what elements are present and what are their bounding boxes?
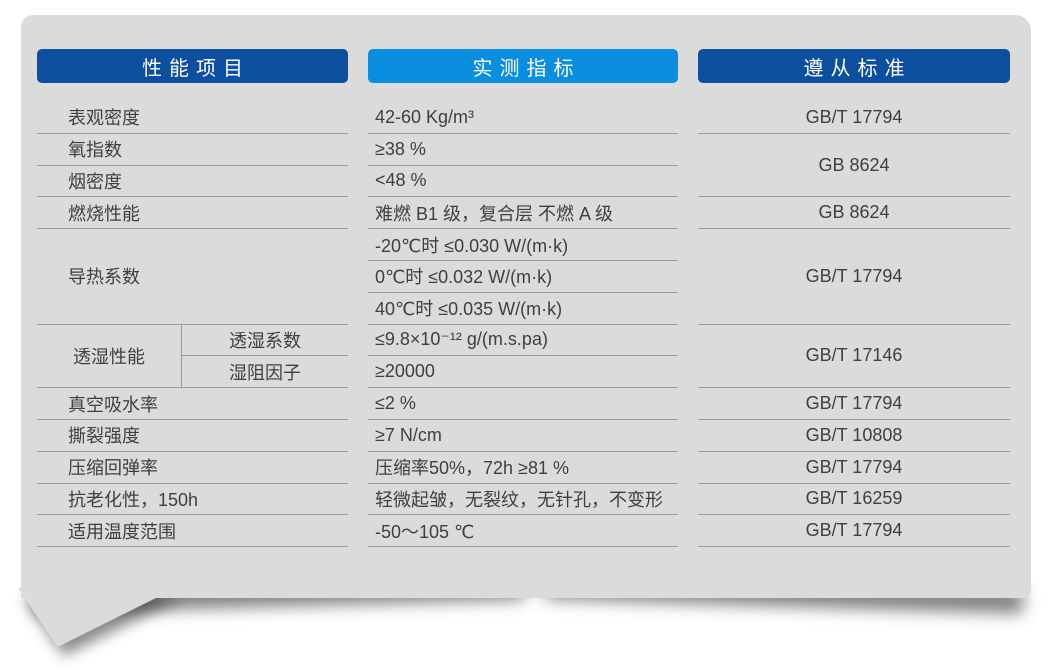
row-group-moisture-permeability: 透湿性能 透湿系数 湿阻因子	[37, 324, 348, 389]
row-value-vacuum-water-absorption: ≤2 %	[368, 388, 678, 420]
row-value-moisture-resistance-factor: ≥20000	[368, 356, 678, 389]
row-label-burning-performance: 燃烧性能	[37, 197, 348, 230]
row-label-moisture-coefficient: 透湿系数	[182, 325, 348, 356]
row-value-apparent-density: 42-60 Kg/m³	[368, 102, 678, 134]
standard-tear-strength: GB/T 10808	[698, 420, 1010, 452]
row-value-temperature-range: -50～105 ℃	[368, 515, 678, 548]
standards-column: GB/T 17794 GB 8624 GB 8624 GB/T 17794 GB…	[698, 102, 1010, 548]
standard-moisture-permeability: GB/T 17146	[698, 325, 1010, 389]
row-value-compression-rebound: 压缩率50%，72h ≥81 %	[368, 452, 678, 484]
row-label-smoke-density: 烟密度	[37, 166, 348, 198]
standard-thermal-conductivity: GB/T 17794	[698, 229, 1010, 325]
standard-aging-resistance: GB/T 16259	[698, 484, 1010, 516]
spec-table-card: 性能项目 实测指标 遵从标准 表观密度 氧指数 烟密度 燃烧性能 导热系数 透湿…	[21, 15, 1031, 598]
row-value-oxygen-index: ≥38 %	[368, 134, 678, 166]
row-value-aging-resistance: 轻微起皱，无裂纹，无针孔，不变形	[368, 484, 678, 516]
standard-burning-performance: GB 8624	[698, 197, 1010, 230]
standard-apparent-density: GB/T 17794	[698, 102, 1010, 134]
row-value-moisture-coefficient: ≤9.8×10⁻¹² g/(m.s.pa)	[368, 325, 678, 357]
standard-oxygen-smoke: GB 8624	[698, 134, 1010, 198]
row-label-compression-rebound: 压缩回弹率	[37, 452, 348, 484]
row-value-smoke-density: <48 %	[368, 166, 678, 198]
row-label-tear-strength: 撕裂强度	[37, 420, 348, 452]
row-label-vacuum-water-absorption: 真空吸水率	[37, 388, 348, 420]
row-label-moisture-resistance-factor: 湿阻因子	[229, 362, 301, 383]
standard-compression-rebound: GB/T 17794	[698, 452, 1010, 484]
row-value-thermal-40: 40℃时 ≤0.035 W/(m·k)	[368, 293, 678, 325]
row-label-oxygen-index: 氧指数	[37, 134, 348, 166]
column-header-measured-indicators: 实测指标	[368, 49, 678, 83]
row-value-tear-strength: ≥7 N/cm	[368, 420, 678, 452]
row-value-thermal-minus20: -20℃时 ≤0.030 W/(m·k)	[368, 229, 678, 261]
performance-items-column: 表观密度 氧指数 烟密度 燃烧性能 导热系数 透湿性能 透湿系数 湿阻因子 真空…	[37, 102, 348, 548]
standard-vacuum-water-absorption: GB/T 17794	[698, 388, 1010, 420]
row-label-thermal-conductivity: 导热系数	[37, 229, 348, 325]
row-label-aging-resistance: 抗老化性，150h	[37, 484, 348, 516]
row-label-moisture-permeability: 透湿性能	[37, 324, 182, 388]
row-label-apparent-density: 表观密度	[37, 102, 348, 134]
column-header-performance-items: 性能项目	[37, 49, 348, 83]
column-header-standards: 遵从标准	[698, 49, 1010, 83]
moisture-sub-labels: 透湿系数 湿阻因子	[182, 325, 348, 388]
row-label-temperature-range: 适用温度范围	[37, 515, 348, 548]
measured-values-column: 42-60 Kg/m³ ≥38 % <48 % 难燃 B1 级，复合层 不燃 A…	[368, 102, 678, 548]
row-value-thermal-0: 0℃时 ≤0.032 W/(m·k)	[368, 261, 678, 293]
standard-temperature-range: GB/T 17794	[698, 515, 1010, 548]
row-value-burning-performance: 难燃 B1 级，复合层 不燃 A 级	[368, 197, 678, 230]
